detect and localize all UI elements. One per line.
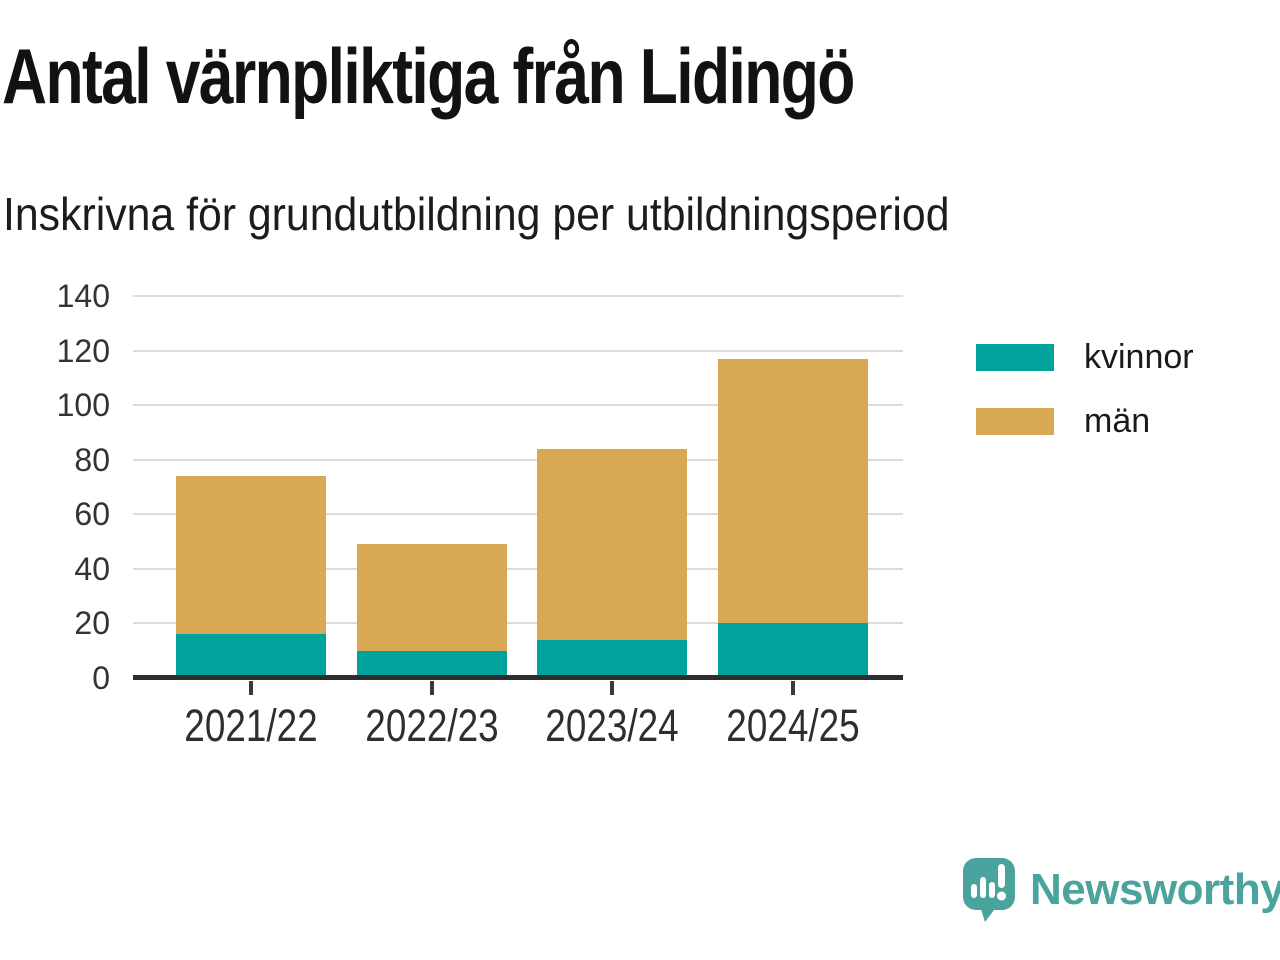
bar-segment-kvinnor: [537, 639, 688, 678]
legend-label-kvinnor: kvinnor: [1084, 338, 1194, 376]
bar-2021/22: [176, 476, 327, 678]
bar-segment-män: [356, 544, 507, 651]
gridline-20: [133, 622, 903, 625]
y-axis-label: 80: [74, 441, 110, 478]
legend-item-män: män: [976, 404, 1194, 438]
bar-segment-kvinnor: [356, 650, 507, 678]
legend-item-kvinnor: kvinnor: [976, 340, 1194, 374]
legend-swatch-kvinnor: [976, 343, 1054, 371]
x-axis-tick: [429, 681, 434, 695]
chart-subtitle: Inskrivna för grundutbildning per utbild…: [3, 188, 950, 240]
y-axis-label: 140: [56, 278, 110, 314]
legend: kvinnor män: [976, 340, 1194, 438]
brand-name: Newsworthy: [1030, 865, 1280, 914]
legend-swatch-män: [976, 407, 1054, 435]
gridline-100: [133, 404, 903, 407]
gridline-120: [133, 349, 903, 352]
y-axis-label: 40: [74, 550, 110, 587]
y-axis-label: 20: [74, 605, 110, 642]
bar-2022/23: [356, 544, 507, 678]
speech-bubble-bar-chart-icon: [963, 858, 1015, 922]
bar-segment-kvinnor: [717, 623, 868, 678]
chart-title: Antal värnpliktiga från Lidingö: [2, 32, 855, 120]
y-axis-label: 60: [74, 496, 110, 533]
x-axis-label: 2021/22: [184, 700, 318, 751]
x-axis-label: 2024/25: [726, 700, 860, 751]
x-axis-line: [133, 675, 903, 680]
x-axis-label: 2023/24: [545, 700, 679, 751]
newsworthy-logo: Newsworthy: [963, 858, 1280, 922]
x-axis-tick: [249, 681, 254, 695]
bar-2023/24: [537, 448, 688, 678]
x-axis-tick: [790, 681, 795, 695]
bar-segment-kvinnor: [176, 634, 327, 678]
legend-label-män: män: [1084, 402, 1151, 440]
bar-segment-män: [717, 358, 868, 624]
y-axis-label: 100: [56, 387, 110, 424]
y-axis-label: 0: [92, 660, 110, 696]
gridline-80: [133, 458, 903, 461]
gridline-40: [133, 567, 903, 570]
bar-2024/25: [717, 358, 868, 678]
x-axis-label: 2022/23: [365, 700, 499, 751]
bar-segment-män: [176, 476, 327, 635]
plot-area: 0 20 40 60 80 100 120 140 2021/22 2022/23 2023/24 2…: [57, 280, 903, 749]
gridline-140: [133, 295, 903, 297]
x-axis-tick: [610, 681, 615, 695]
bar-segment-män: [537, 448, 688, 640]
gridline-60: [133, 513, 903, 516]
y-axis-label: 120: [56, 332, 110, 369]
